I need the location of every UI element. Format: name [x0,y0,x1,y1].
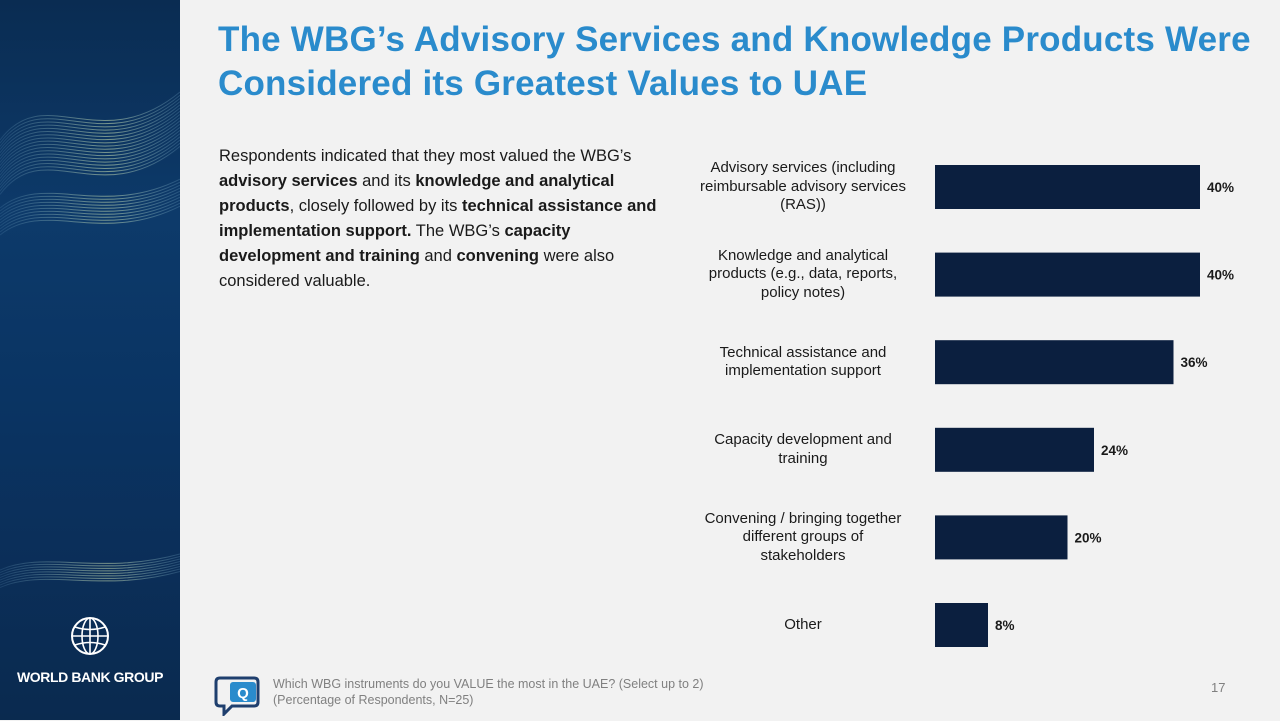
description-emphasis: technical assistance and implementation … [219,197,657,240]
footer-note: (Percentage of Respondents, N=25) [273,693,474,707]
data-label: 40% [1207,268,1234,283]
data-label: 20% [1075,530,1102,545]
category-label: Advisory services (including reimbursable… [700,159,906,214]
description-text: and its [357,172,416,190]
wave-pattern [0,91,180,588]
category-label: Other [784,615,822,633]
description-text: were also considered valuable. [219,247,615,290]
category-label: Capacity development and training [714,431,892,467]
category-label: Knowledge and analytical products (e.g., … [708,246,898,301]
brand-name: WORLD BANK GROUP [16,669,164,685]
description-paragraph: Respondents indicated that they most val… [219,144,659,294]
globe-icon [0,616,180,661]
description-text: and [419,247,457,265]
footer-question: Which WBG instruments do you VALUE the m… [273,677,704,691]
description-emphasis: capacity development and training [219,222,571,265]
description-emphasis: knowledge and analytical products [219,172,615,215]
sidebar-decoration: WORLD BANK GROUP [0,0,180,720]
category-label: Technical assistance and implementation s… [719,343,887,380]
page-number: 17 [1211,680,1226,695]
bar-chart-plot: 40% 40% 36% 24% 20% 8% [935,165,1234,647]
data-label: 40% [1207,180,1234,195]
data-label: 36% [1181,355,1208,370]
description-emphasis: convening [456,247,539,265]
description-emphasis: advisory services [219,172,358,190]
q-speech-bubble-icon: Q [210,674,262,721]
data-label: 24% [1101,443,1128,458]
description-text: , closely followed by its [289,197,462,215]
data-label: 8% [995,618,1015,633]
bar [935,515,1068,560]
bar [935,603,988,647]
description-text: Respondents indicated that they most val… [219,147,632,165]
description-text: The WBG’s [411,222,505,240]
bar [935,165,1200,209]
slide-title: The WBG’s Advisory Services and Knowledg… [218,20,1251,103]
bar [935,427,1094,472]
svg-text:Q: Q [237,685,249,702]
bar-chart: Advisory services (including reimbursable… [680,150,1280,665]
bar [935,340,1174,385]
bar [935,252,1200,297]
category-label: Convening / bringing together different g… [704,509,902,564]
